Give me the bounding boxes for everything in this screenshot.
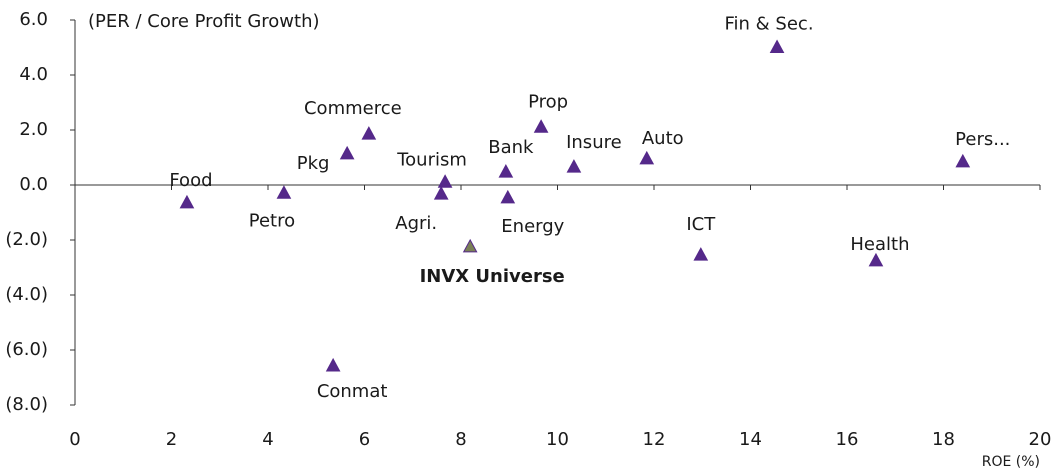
- y-tick-label: 0.0: [19, 174, 48, 195]
- x-tick-label: 20: [1029, 429, 1052, 450]
- point: [955, 153, 971, 168]
- point: [462, 238, 478, 253]
- point: [868, 252, 884, 267]
- point-label: Food: [169, 170, 212, 191]
- y-tick-label: 2.0: [19, 119, 48, 140]
- point: [437, 174, 453, 188]
- point-label: Petro: [249, 210, 295, 231]
- x-tick-label: 6: [359, 429, 370, 450]
- point: [693, 247, 709, 261]
- y-axis-note: (PER / Core Profit Growth): [88, 11, 320, 32]
- y-tick-label: (4.0): [5, 284, 48, 305]
- point: [566, 159, 582, 173]
- point-label: Insure: [566, 132, 622, 153]
- point-label: Auto: [642, 128, 684, 149]
- point-label: Health: [850, 234, 909, 255]
- x-tick-label: 0: [69, 429, 80, 450]
- point: [533, 119, 549, 133]
- point-label: Agri.: [395, 213, 437, 234]
- y-tick-label: (8.0): [5, 394, 48, 415]
- point: [500, 189, 516, 204]
- x-tick-label: 14: [739, 429, 762, 450]
- point-label: Bank: [488, 137, 534, 158]
- point: [361, 126, 377, 140]
- point-label: Energy: [501, 216, 564, 237]
- x-tick-label: 18: [932, 429, 955, 450]
- point-label: Pkg: [297, 153, 330, 174]
- x-axis-label: ROE (%): [982, 454, 1040, 470]
- point-label: Fin & Sec.: [725, 14, 814, 35]
- y-tick-label: (6.0): [5, 339, 48, 360]
- point: [433, 186, 449, 200]
- point: [325, 357, 341, 372]
- point: [639, 150, 655, 165]
- point: [339, 145, 355, 160]
- x-tick-label: 4: [262, 429, 273, 450]
- point: [498, 164, 514, 178]
- y-tick-label: (2.0): [5, 229, 48, 250]
- point-label: Commerce: [304, 98, 402, 119]
- point-label: Tourism: [396, 149, 467, 170]
- point-label: Conmat: [317, 381, 388, 402]
- x-tick-label: 8: [455, 429, 466, 450]
- point-label: ICT: [686, 214, 716, 235]
- point: [769, 39, 785, 53]
- point: [276, 185, 292, 199]
- x-tick-label: 16: [836, 429, 859, 450]
- point-label: Prop: [528, 91, 568, 112]
- y-tick-label: 4.0: [19, 64, 48, 85]
- x-tick-label: 10: [546, 429, 569, 450]
- x-tick-label: 2: [166, 429, 177, 450]
- point-label: INVX Universe: [420, 266, 565, 287]
- x-tick-label: 12: [643, 429, 666, 450]
- point: [179, 194, 195, 209]
- y-tick-label: 6.0: [19, 9, 48, 30]
- point-label: Pers...: [955, 129, 1010, 150]
